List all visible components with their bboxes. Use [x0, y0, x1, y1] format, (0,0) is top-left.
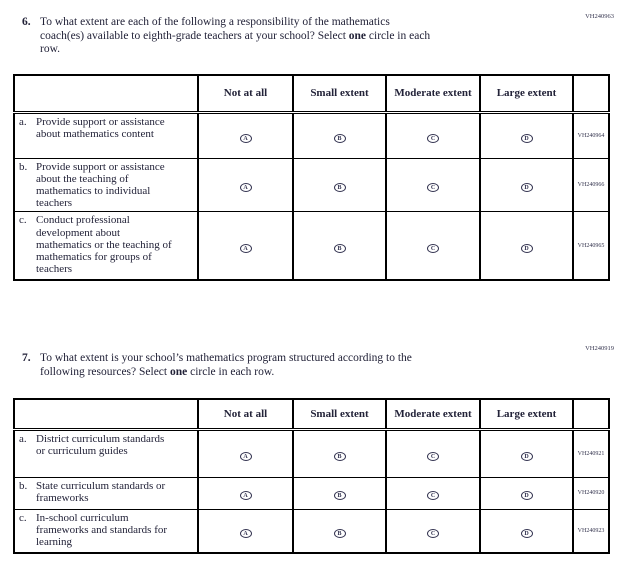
response-bubble-small-extent[interactable]: B — [333, 182, 346, 192]
response-bubble-moderate-extent[interactable]: C — [427, 182, 439, 192]
question-7-number: 7. — [22, 352, 31, 364]
response-bubble-large-extent[interactable]: D — [520, 133, 533, 143]
question-6-text: To what extent are each of the following… — [40, 16, 430, 57]
header-blank — [13, 74, 199, 114]
response-bubble-not-at-all[interactable]: A — [239, 133, 252, 143]
response-bubble-not-at-all[interactable]: A — [239, 491, 252, 500]
response-bubble-small-extent[interactable]: B — [333, 491, 346, 500]
question-6-accession-code: VH240963 — [585, 13, 614, 20]
header-code-blank — [572, 74, 610, 114]
row-letter: c. — [19, 511, 27, 524]
response-bubble-moderate-extent[interactable]: C — [427, 491, 439, 500]
table-row: a. District curriculum standards or curr… — [13, 428, 610, 478]
question-7-accession-code: VH240919 — [585, 345, 614, 352]
question-6: 6. To what extent are each of the follow… — [22, 16, 567, 57]
response-bubble-moderate-extent[interactable]: C — [427, 528, 439, 538]
header-moderate-extent: Moderate extent — [385, 398, 481, 431]
question-6-response-table: Not at all Small extent Moderate extent … — [13, 74, 610, 281]
question-6-line-2: coach(es) available to eighth-grade teac… — [40, 29, 431, 42]
bold-one: one — [169, 365, 188, 378]
item-code: VH240965 — [572, 211, 610, 281]
header-moderate-extent: Moderate extent — [385, 74, 481, 114]
item-code: VH240964 — [572, 111, 610, 159]
question-7: 7. To what extent is your school’s mathe… — [22, 352, 567, 379]
row-label: State curriculum standards or frameworks — [36, 479, 166, 504]
row-letter: c. — [19, 214, 27, 227]
item-code: VH240923 — [572, 508, 610, 554]
response-bubble-large-extent[interactable]: D — [520, 528, 533, 538]
question-7-line-1: To what extent is your school’s mathemat… — [40, 352, 412, 364]
response-bubble-small-extent[interactable]: B — [333, 243, 346, 253]
table-row: b. Provide support or assistance about t… — [13, 157, 610, 213]
response-bubble-not-at-all[interactable]: A — [239, 451, 252, 461]
question-6-number: 6. — [22, 16, 31, 28]
header-large-extent: Large extent — [479, 398, 574, 431]
header-not-at-all: Not at all — [197, 74, 294, 114]
response-bubble-small-extent[interactable]: B — [333, 528, 346, 538]
header-row: Not at all Small extent Moderate extent … — [13, 74, 610, 114]
response-bubble-moderate-extent[interactable]: C — [427, 243, 439, 253]
response-bubble-not-at-all[interactable]: A — [239, 182, 252, 192]
item-code: VH240966 — [572, 157, 610, 213]
response-bubble-small-extent[interactable]: B — [333, 451, 346, 461]
response-bubble-large-extent[interactable]: D — [520, 243, 533, 253]
table-row: c. Conduct professional development abou… — [13, 211, 610, 281]
item-code: VH240921 — [572, 428, 610, 478]
question-7-line-2: following resources? Select one circle i… — [40, 365, 275, 378]
question-7-text: To what extent is your school’s mathemat… — [40, 352, 412, 379]
question-7-response-table: Not at all Small extent Moderate extent … — [13, 398, 610, 554]
header-large-extent: Large extent — [479, 74, 574, 114]
header-not-at-all: Not at all — [197, 398, 294, 431]
table-row: b. State curriculum standards or framewo… — [13, 476, 610, 510]
question-6-line-3: row. — [40, 43, 61, 55]
header-small-extent: Small extent — [292, 398, 387, 431]
row-letter: b. — [19, 479, 28, 492]
response-bubble-large-extent[interactable]: D — [520, 491, 533, 500]
response-bubble-moderate-extent[interactable]: C — [427, 133, 439, 143]
header-blank — [13, 398, 199, 431]
question-6-line-1: To what extent are each of the following… — [40, 16, 390, 28]
response-bubble-large-extent[interactable]: D — [520, 451, 533, 461]
row-label: Provide support or assistance about the … — [36, 160, 165, 210]
row-letter: a. — [19, 432, 27, 445]
row-letter: b. — [19, 160, 28, 173]
table-row: a. Provide support or assistance about m… — [13, 111, 610, 159]
table-row: c. In-school curriculum frameworks and s… — [13, 508, 610, 554]
response-bubble-not-at-all[interactable]: A — [239, 243, 252, 253]
row-label: Provide support or assistance about math… — [36, 115, 165, 140]
row-label: In-school curriculum frameworks and stan… — [36, 511, 168, 548]
response-bubble-not-at-all[interactable]: A — [239, 528, 252, 538]
item-code: VH240920 — [572, 476, 610, 510]
response-bubble-small-extent[interactable]: B — [333, 133, 346, 143]
header-code-blank — [572, 398, 610, 431]
row-letter: a. — [19, 115, 27, 128]
header-small-extent: Small extent — [292, 74, 387, 114]
row-label: District curriculum standards or curricu… — [36, 432, 165, 457]
response-bubble-moderate-extent[interactable]: C — [427, 451, 439, 461]
bold-one: one — [348, 29, 367, 42]
row-label: Conduct professional development about m… — [36, 214, 172, 276]
header-row: Not at all Small extent Moderate extent … — [13, 398, 610, 431]
response-bubble-large-extent[interactable]: D — [520, 182, 533, 192]
